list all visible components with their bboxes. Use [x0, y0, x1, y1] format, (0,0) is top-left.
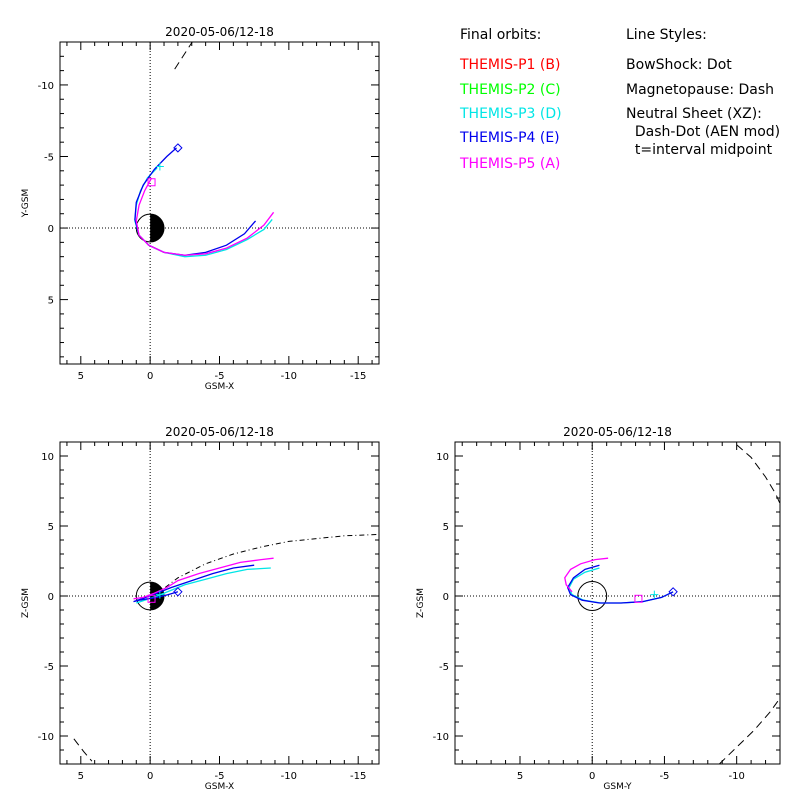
earth-outline — [577, 581, 608, 611]
y-tick-label: -10 — [38, 732, 54, 743]
plot-panel-1: 5 0 -5 -10 -15 5 0 -5 -10 2020-05-06/12-18 GSM-X Y-… — [21, 25, 380, 392]
legend-orbit-p3: THEMIS-P3 (D) — [460, 106, 562, 122]
legend-orbit-p2: THEMIS-P2 (C) — [460, 82, 561, 98]
legend-style-dashdot: Dash-Dot (AEN mod) — [626, 124, 781, 140]
plot-area — [564, 444, 780, 764]
x-tick-label: -5 — [659, 771, 669, 782]
plot-area — [134, 42, 275, 258]
orbit-line-p5 — [135, 177, 275, 256]
x-tick-label: -5 — [215, 771, 225, 782]
y-axis-label: Y-GSM — [21, 189, 31, 218]
boundary-magnetopause — [736, 444, 780, 504]
legend-style-magnetopause: Magnetopause: Dash — [626, 82, 775, 98]
x-tick-label: -5 — [215, 371, 225, 382]
orbit-line-p4 — [133, 564, 255, 603]
plot-title: 2020-05-06/12-18 — [165, 25, 274, 39]
y-tick-label: 0 — [48, 592, 54, 603]
y-tick-label: 10 — [436, 452, 449, 463]
y-tick-label: 0 — [48, 224, 54, 235]
legend-orbits-title: Final orbits: — [460, 27, 542, 43]
position-marker-square — [634, 594, 643, 603]
legend-orbit-p4: THEMIS-P4 (E) — [460, 130, 560, 146]
position-marker-square — [147, 594, 156, 603]
x-tick-label: -10 — [281, 371, 297, 382]
earth-night-side — [150, 214, 165, 242]
y-tick-label: -5 — [44, 662, 54, 673]
plot-panel-3: 5 0 -5 -10 10 5 0 -5 -10 2020-05-06/12-18 GSM-Y Z-G… — [416, 425, 781, 792]
boundary-magnetopause — [73, 738, 93, 762]
legend-style-midpoint: t=interval midpoint — [626, 142, 773, 158]
x-tick-label: -15 — [350, 371, 366, 382]
earth-outline — [135, 213, 165, 243]
position-marker-diamond — [668, 587, 678, 597]
x-tick-label: 5 — [517, 771, 523, 782]
plot-title: 2020-05-06/12-18 — [563, 425, 672, 439]
x-tick-label: -15 — [350, 771, 366, 782]
position-marker-square — [147, 178, 156, 187]
plot-frame — [59, 41, 380, 365]
x-tick-label: -10 — [728, 771, 744, 782]
x-tick-label: 0 — [147, 771, 153, 782]
y-tick-label: -5 — [439, 662, 449, 673]
x-axis-label: GSM-X — [205, 382, 234, 392]
legend-style-neutral-sheet: Neutral Sheet (XZ): — [626, 106, 762, 122]
legend-style-bowshock: BowShock: Dot — [626, 57, 732, 73]
y-axis-label: Z-GSM — [416, 588, 426, 618]
y-tick-label: 5 — [443, 522, 449, 533]
plot-frame — [59, 441, 380, 765]
boundary-magnetopause — [173, 42, 193, 71]
plot-area — [73, 533, 379, 762]
y-tick-label: 5 — [48, 522, 54, 533]
y-tick-label: -5 — [44, 152, 54, 163]
y-axis-label: Z-GSM — [21, 588, 31, 618]
x-axis-label: GSM-X — [205, 782, 234, 792]
y-tick-label: -10 — [38, 81, 54, 92]
x-tick-label: 0 — [147, 371, 153, 382]
y-tick-label: -10 — [433, 732, 449, 743]
plot-frame — [454, 441, 781, 765]
x-tick-label: -10 — [281, 771, 297, 782]
position-marker-plus — [155, 162, 164, 171]
legend-styles-title: Line Styles: — [626, 27, 707, 43]
orbit-line-p4 — [566, 564, 674, 604]
plot-panel-2: 5 0 -5 -10 -15 10 5 0 -5 -10 2020-05-06/12-18 GSM-X… — [21, 425, 380, 792]
y-tick-label: 10 — [41, 452, 54, 463]
legend-orbit-p5: THEMIS-P5 (A) — [460, 156, 561, 172]
x-axis-label: GSM-Y — [603, 782, 632, 792]
position-marker-plus — [650, 590, 659, 599]
boundary-magnetopause — [718, 697, 780, 764]
x-tick-label: 0 — [589, 771, 595, 782]
plot-title: 2020-05-06/12-18 — [165, 425, 274, 439]
position-marker-plus — [155, 590, 164, 599]
orbit-line-p5 — [564, 557, 609, 593]
boundary-neutral-sheet — [155, 533, 379, 595]
x-tick-label: 5 — [78, 371, 84, 382]
y-tick-label: 0 — [443, 592, 449, 603]
position-marker-diamond — [173, 587, 183, 597]
legend-orbit-p1: THEMIS-P1 (B) — [460, 57, 561, 73]
x-tick-label: 5 — [78, 771, 84, 782]
y-tick-label: 5 — [48, 296, 54, 307]
position-marker-diamond — [173, 143, 183, 153]
